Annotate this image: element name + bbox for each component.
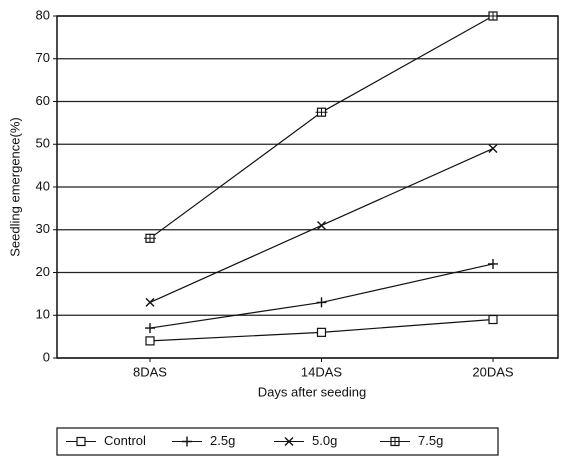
marker	[76, 436, 86, 447]
marker-plus	[316, 297, 327, 308]
y-tick-label: 50	[36, 136, 50, 151]
marker-cross	[315, 108, 328, 117]
marker-box	[316, 327, 327, 337]
marker	[488, 144, 498, 154]
legend-label: 5.0g	[312, 433, 337, 448]
y-tick-label: 10	[36, 307, 50, 322]
marker	[316, 327, 327, 337]
marker-cross	[487, 12, 499, 20]
marker	[145, 297, 155, 307]
y-tick-label: 20	[36, 264, 50, 279]
legend-label: 2.5g	[210, 433, 235, 448]
x-axis-label: Days after seeding	[258, 384, 366, 399]
marker	[488, 258, 498, 269]
series-line	[149, 263, 494, 329]
marker-plus	[182, 436, 192, 447]
plot-frame	[56, 15, 559, 359]
y-tick-label: 0	[43, 349, 50, 364]
marker-box	[145, 336, 155, 346]
x-tick-label: 20DAS	[472, 364, 514, 379]
marker	[182, 436, 192, 447]
marker-cross	[389, 437, 401, 446]
x-tick-label: 14DAS	[301, 364, 343, 379]
marker-box	[488, 314, 498, 325]
y-tick-label: 60	[36, 93, 50, 108]
legend-label: Control	[104, 433, 146, 448]
marker	[316, 297, 327, 308]
marker	[315, 107, 328, 117]
marker	[487, 11, 499, 21]
marker-cross	[144, 234, 156, 243]
marker-x	[488, 144, 498, 154]
marker	[389, 436, 401, 447]
legend-label: 7.5g	[418, 433, 443, 448]
y-tick-label: 30	[36, 221, 50, 236]
marker	[284, 437, 294, 446]
x-tick-label: 8DAS	[133, 364, 167, 379]
series-line	[149, 15, 494, 239]
y-tick-label: 40	[36, 178, 50, 193]
marker-box	[76, 436, 86, 447]
marker-plus	[488, 258, 498, 269]
marker	[145, 336, 155, 346]
marker	[144, 233, 156, 243]
marker-x	[317, 220, 326, 230]
marker	[145, 323, 155, 334]
y-tick-label: 70	[36, 50, 50, 65]
marker-x	[284, 437, 294, 446]
marker	[488, 314, 498, 325]
y-tick-label: 80	[36, 7, 50, 22]
y-axis-label: Seedling emergence(%)	[7, 117, 22, 256]
marker-plus	[145, 323, 155, 334]
marker	[317, 220, 326, 230]
marker-x	[145, 297, 155, 307]
